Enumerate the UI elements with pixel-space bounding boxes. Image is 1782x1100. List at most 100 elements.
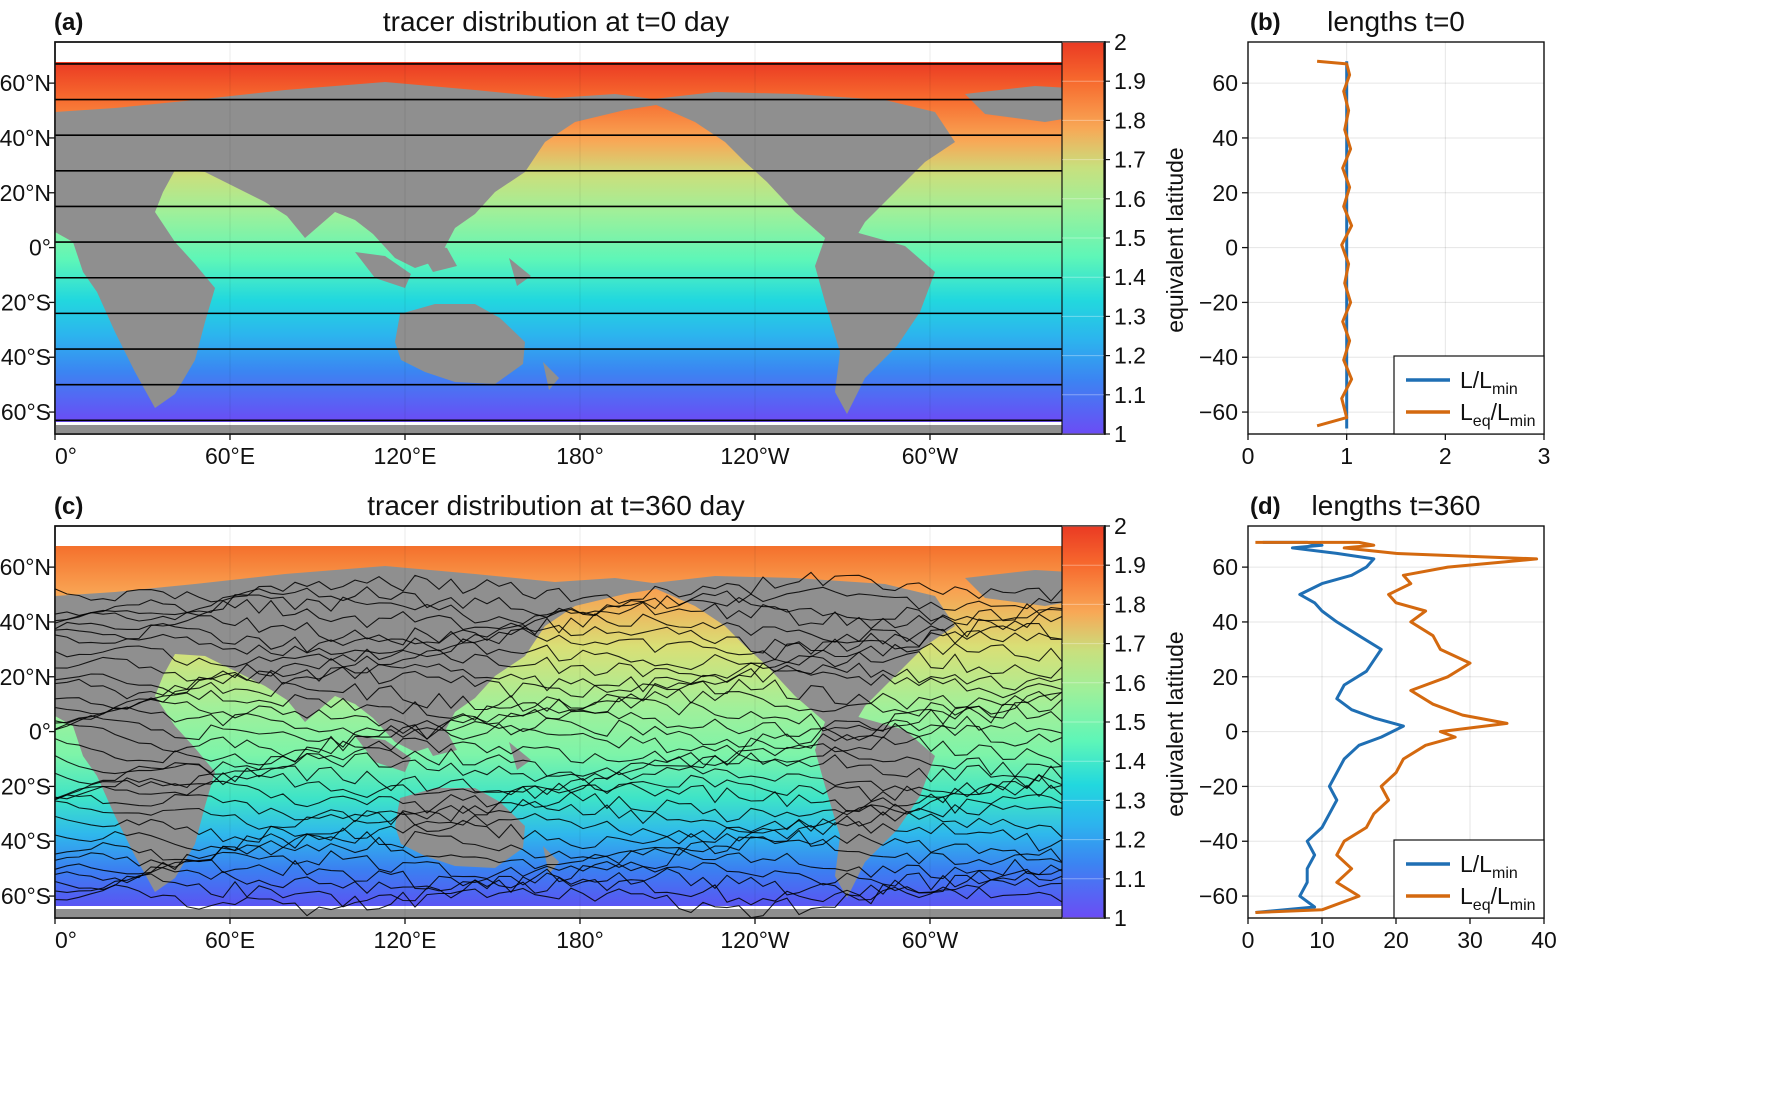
map-c-contour-line xyxy=(54,873,1100,908)
panel-d-label: (d) xyxy=(1250,493,1281,520)
map-a-xtick-label: 0° xyxy=(55,443,77,469)
map-c-contour-line xyxy=(54,800,1100,833)
panel-d-title: lengths t=360 xyxy=(1312,490,1481,521)
map-a-contours xyxy=(55,63,1105,422)
panel-b-legend-label: L/Lmin xyxy=(1460,367,1518,398)
colorbar-c-tick-label: 1.5 xyxy=(1114,709,1146,735)
map-a-ytick-label: 20°S xyxy=(1,289,51,315)
map-c-xtick-label: 60°W xyxy=(902,927,959,953)
map-c-xtick-label: 120°E xyxy=(374,927,437,953)
map-a-xtick-label: 120°W xyxy=(720,443,790,469)
map-c-xtick-label: 60°E xyxy=(205,927,255,953)
map-c-ytick-label: 40°S xyxy=(1,828,51,854)
colorbar-c-tick-label: 2 xyxy=(1114,513,1127,539)
map-c-contour-line xyxy=(54,819,1100,855)
panel-d-legend-label: L/Lmin xyxy=(1460,851,1518,882)
panel-b-xtick-label: 2 xyxy=(1439,443,1452,469)
colorbar-c-tick-label: 1.9 xyxy=(1114,552,1146,578)
panel-d-ytick-label: 40 xyxy=(1212,609,1238,635)
colorbar-a-tick-label: 1 xyxy=(1114,421,1127,447)
panel-d-ylabel: equivalent latitude xyxy=(1162,631,1188,816)
map-c-contour-line xyxy=(54,697,1100,732)
colorbar-a-tick-label: 1.8 xyxy=(1114,107,1146,133)
map-a-ytick-label: 20°N xyxy=(0,180,51,206)
colorbar-a-tick-label: 1.2 xyxy=(1114,343,1146,369)
panel-b-xtick-label: 3 xyxy=(1538,443,1551,469)
panel-b-ytick-label: −60 xyxy=(1199,399,1238,425)
colorbar-c-tick-label: 1.2 xyxy=(1114,827,1146,853)
map-a-xtick-label: 180° xyxy=(556,443,604,469)
panel-c-title: tracer distribution at t=360 day xyxy=(367,490,744,521)
colorbar-c-tick-label: 1.1 xyxy=(1114,866,1146,892)
panel-b-title: lengths t=0 xyxy=(1327,6,1465,37)
map-c-contours xyxy=(54,571,1100,919)
map-c-xtick-label: 120°W xyxy=(720,927,790,953)
colorbar-a-tick-label: 1.7 xyxy=(1114,147,1146,173)
panel-b-series-1 xyxy=(1316,59,1354,428)
map-c-ytick-label: 20°N xyxy=(0,664,51,690)
panel-d-ytick-label: −40 xyxy=(1199,828,1238,854)
panel-d-legend xyxy=(1393,839,1545,919)
colorbar-c-tick-label: 1.4 xyxy=(1114,748,1146,774)
panel-b-legend-label: Leq/Lmin xyxy=(1460,399,1536,430)
map-c-contour-line xyxy=(54,836,1100,870)
map-c-ytick-label: 60°S xyxy=(1,883,51,909)
panel-b-xtick-label: 1 xyxy=(1340,443,1353,469)
map-c-contour-line xyxy=(54,746,1100,778)
map-c-contour-line xyxy=(54,858,1100,891)
panel-d-xtick-label: 30 xyxy=(1457,927,1483,953)
panel-b-ytick-label: 20 xyxy=(1212,180,1238,206)
map-c-contour-line xyxy=(54,613,1100,646)
map-c-contour-line xyxy=(54,772,1100,802)
map-c-axes: 0° 60°E 120°E 180° 120°W 60°W 60°N 40°N 20°N 0° 20… xyxy=(0,526,959,953)
map-c-contour-line xyxy=(54,829,1100,864)
panel-b: (b) lengths t=0 equivalent latitude 0 1 2 3… xyxy=(1162,6,1550,469)
map-c-ytick-label: 60°N xyxy=(0,554,51,580)
map-c-contour-line xyxy=(54,752,1100,785)
map-c-contour-line xyxy=(54,594,1100,626)
map-c-contour-line xyxy=(54,765,1100,800)
panel-d-series-1 xyxy=(1255,540,1539,914)
panel-d-xtick-label: 10 xyxy=(1309,927,1335,953)
panel-c-label: (c) xyxy=(54,493,83,520)
colorbar-a-tick-label: 1.1 xyxy=(1114,382,1146,408)
panel-b-legend xyxy=(1393,355,1545,435)
panel-c: (c) tracer distribution at t=360 day 0° 6… xyxy=(0,490,1146,953)
colorbar-c-tick-label: 1.6 xyxy=(1114,670,1146,696)
panel-d: (d) lengths t=360 equivalent latitude 0 1… xyxy=(1162,490,1557,953)
panel-a: (a) tracer distribution at t=0 day 0° 60°… xyxy=(0,6,1146,469)
map-c-contour-line xyxy=(54,678,1100,712)
map-c-contour-line xyxy=(54,791,1100,826)
map-c-contour-line xyxy=(54,722,1100,757)
map-c-contour-line xyxy=(54,666,1100,700)
colorbar-a-tick-label: 1.3 xyxy=(1114,303,1146,329)
map-c-ytick-label: 40°N xyxy=(0,609,51,635)
map-c-contour-line xyxy=(54,649,1099,682)
panel-a-label: (a) xyxy=(54,9,83,36)
map-c-ytick-label: 0° xyxy=(29,719,51,745)
panel-b-ytick-label: 60 xyxy=(1212,70,1238,96)
map-c-contour-line xyxy=(54,810,1100,843)
map-c-contour-line xyxy=(54,586,1100,619)
map-a-xtick-label: 60°E xyxy=(205,443,255,469)
colorbar-c-tick-label: 1.3 xyxy=(1114,787,1146,813)
panel-d-xtick-label: 20 xyxy=(1383,927,1409,953)
colorbar-c-tick-label: 1.7 xyxy=(1114,631,1146,657)
map-c-contour-line xyxy=(54,884,1100,919)
colorbar-a-tick-label: 1.4 xyxy=(1114,264,1146,290)
map-a-ytick-label: 60°S xyxy=(1,399,51,425)
panel-d-legend-label: Leq/Lmin xyxy=(1460,883,1536,914)
panel-d-ytick-label: −60 xyxy=(1199,883,1238,909)
colorbar-c-tick-label: 1.8 xyxy=(1114,591,1146,617)
map-c-xtick-label: 0° xyxy=(55,927,77,953)
map-c-contour-line xyxy=(54,736,1100,769)
map-a-ytick-label: 60°N xyxy=(0,70,51,96)
panel-c-map xyxy=(54,525,1106,919)
map-c-contour-line xyxy=(54,638,1100,671)
colorbar-c-tick-label: 1 xyxy=(1114,905,1127,931)
map-a-ytick-label: 40°N xyxy=(0,125,51,151)
colorbar-a-tick-label: 1.9 xyxy=(1114,68,1146,94)
